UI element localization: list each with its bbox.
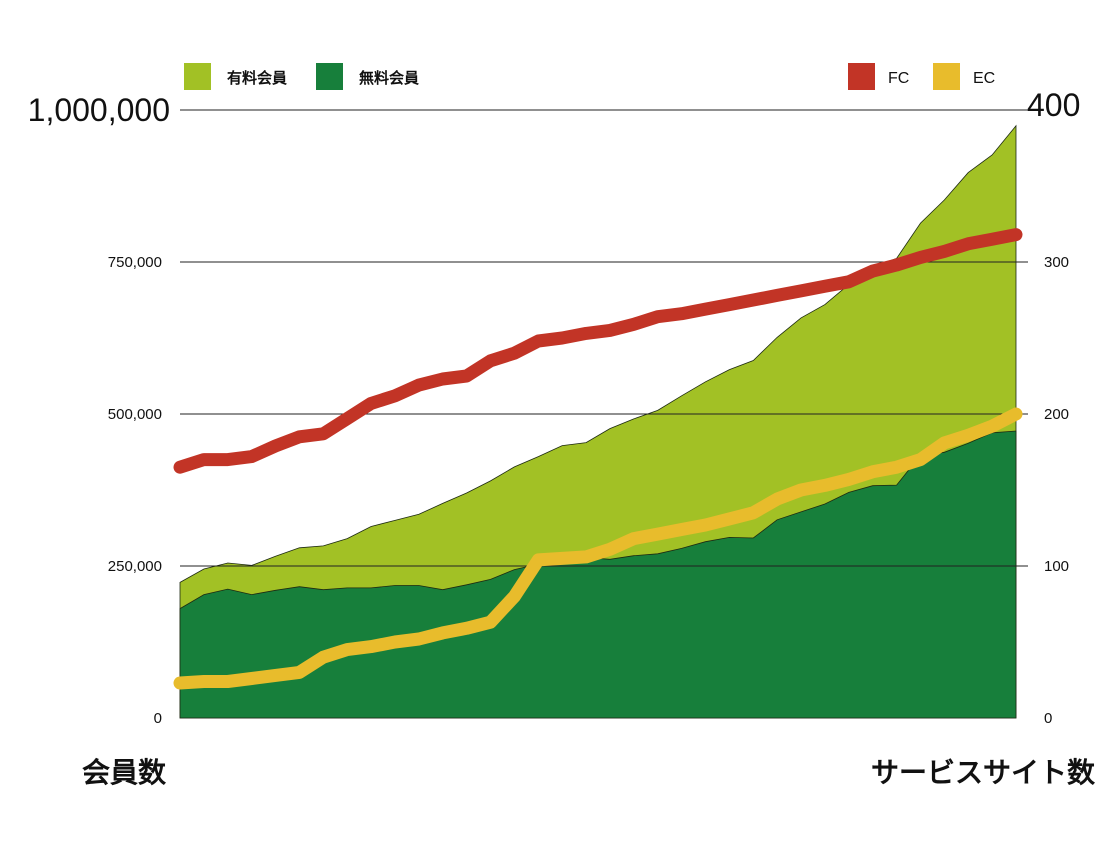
line-fc xyxy=(173,228,1023,474)
left-tick-label: 500,000 xyxy=(108,406,162,423)
right-axis-ticks: 0 100 200 300 400 xyxy=(1027,87,1080,727)
right-tick-label: 100 xyxy=(1044,558,1069,575)
legend-swatch xyxy=(848,63,875,90)
legend-label: FC xyxy=(888,70,909,87)
left-axis-title: 会員数 xyxy=(82,756,167,789)
right-tick-label: 400 xyxy=(1027,87,1080,123)
line-ec xyxy=(173,407,1023,690)
right-axis-title: サービスサイト数 xyxy=(871,756,1096,789)
left-axis-ticks: 0 250,000 500,000 750,000 1,000,000 xyxy=(28,92,170,727)
right-tick-label: 0 xyxy=(1044,710,1052,727)
legend-swatch xyxy=(184,63,211,90)
legend-label: EC xyxy=(973,70,995,87)
legend: 有料会員 無料会員 FC EC xyxy=(184,63,995,90)
left-tick-label: 0 xyxy=(154,710,162,727)
left-tick-label: 1,000,000 xyxy=(28,92,170,128)
left-tick-label: 250,000 xyxy=(108,558,162,575)
legend-label: 有料会員 xyxy=(227,69,287,87)
left-tick-label: 750,000 xyxy=(108,254,162,271)
lines-layer xyxy=(173,228,1023,690)
right-tick-label: 300 xyxy=(1044,254,1069,271)
legend-swatch xyxy=(933,63,960,90)
legend-label: 無料会員 xyxy=(359,69,419,87)
legend-swatch xyxy=(316,63,343,90)
areas-layer xyxy=(179,124,1017,719)
right-tick-label: 200 xyxy=(1044,406,1069,423)
